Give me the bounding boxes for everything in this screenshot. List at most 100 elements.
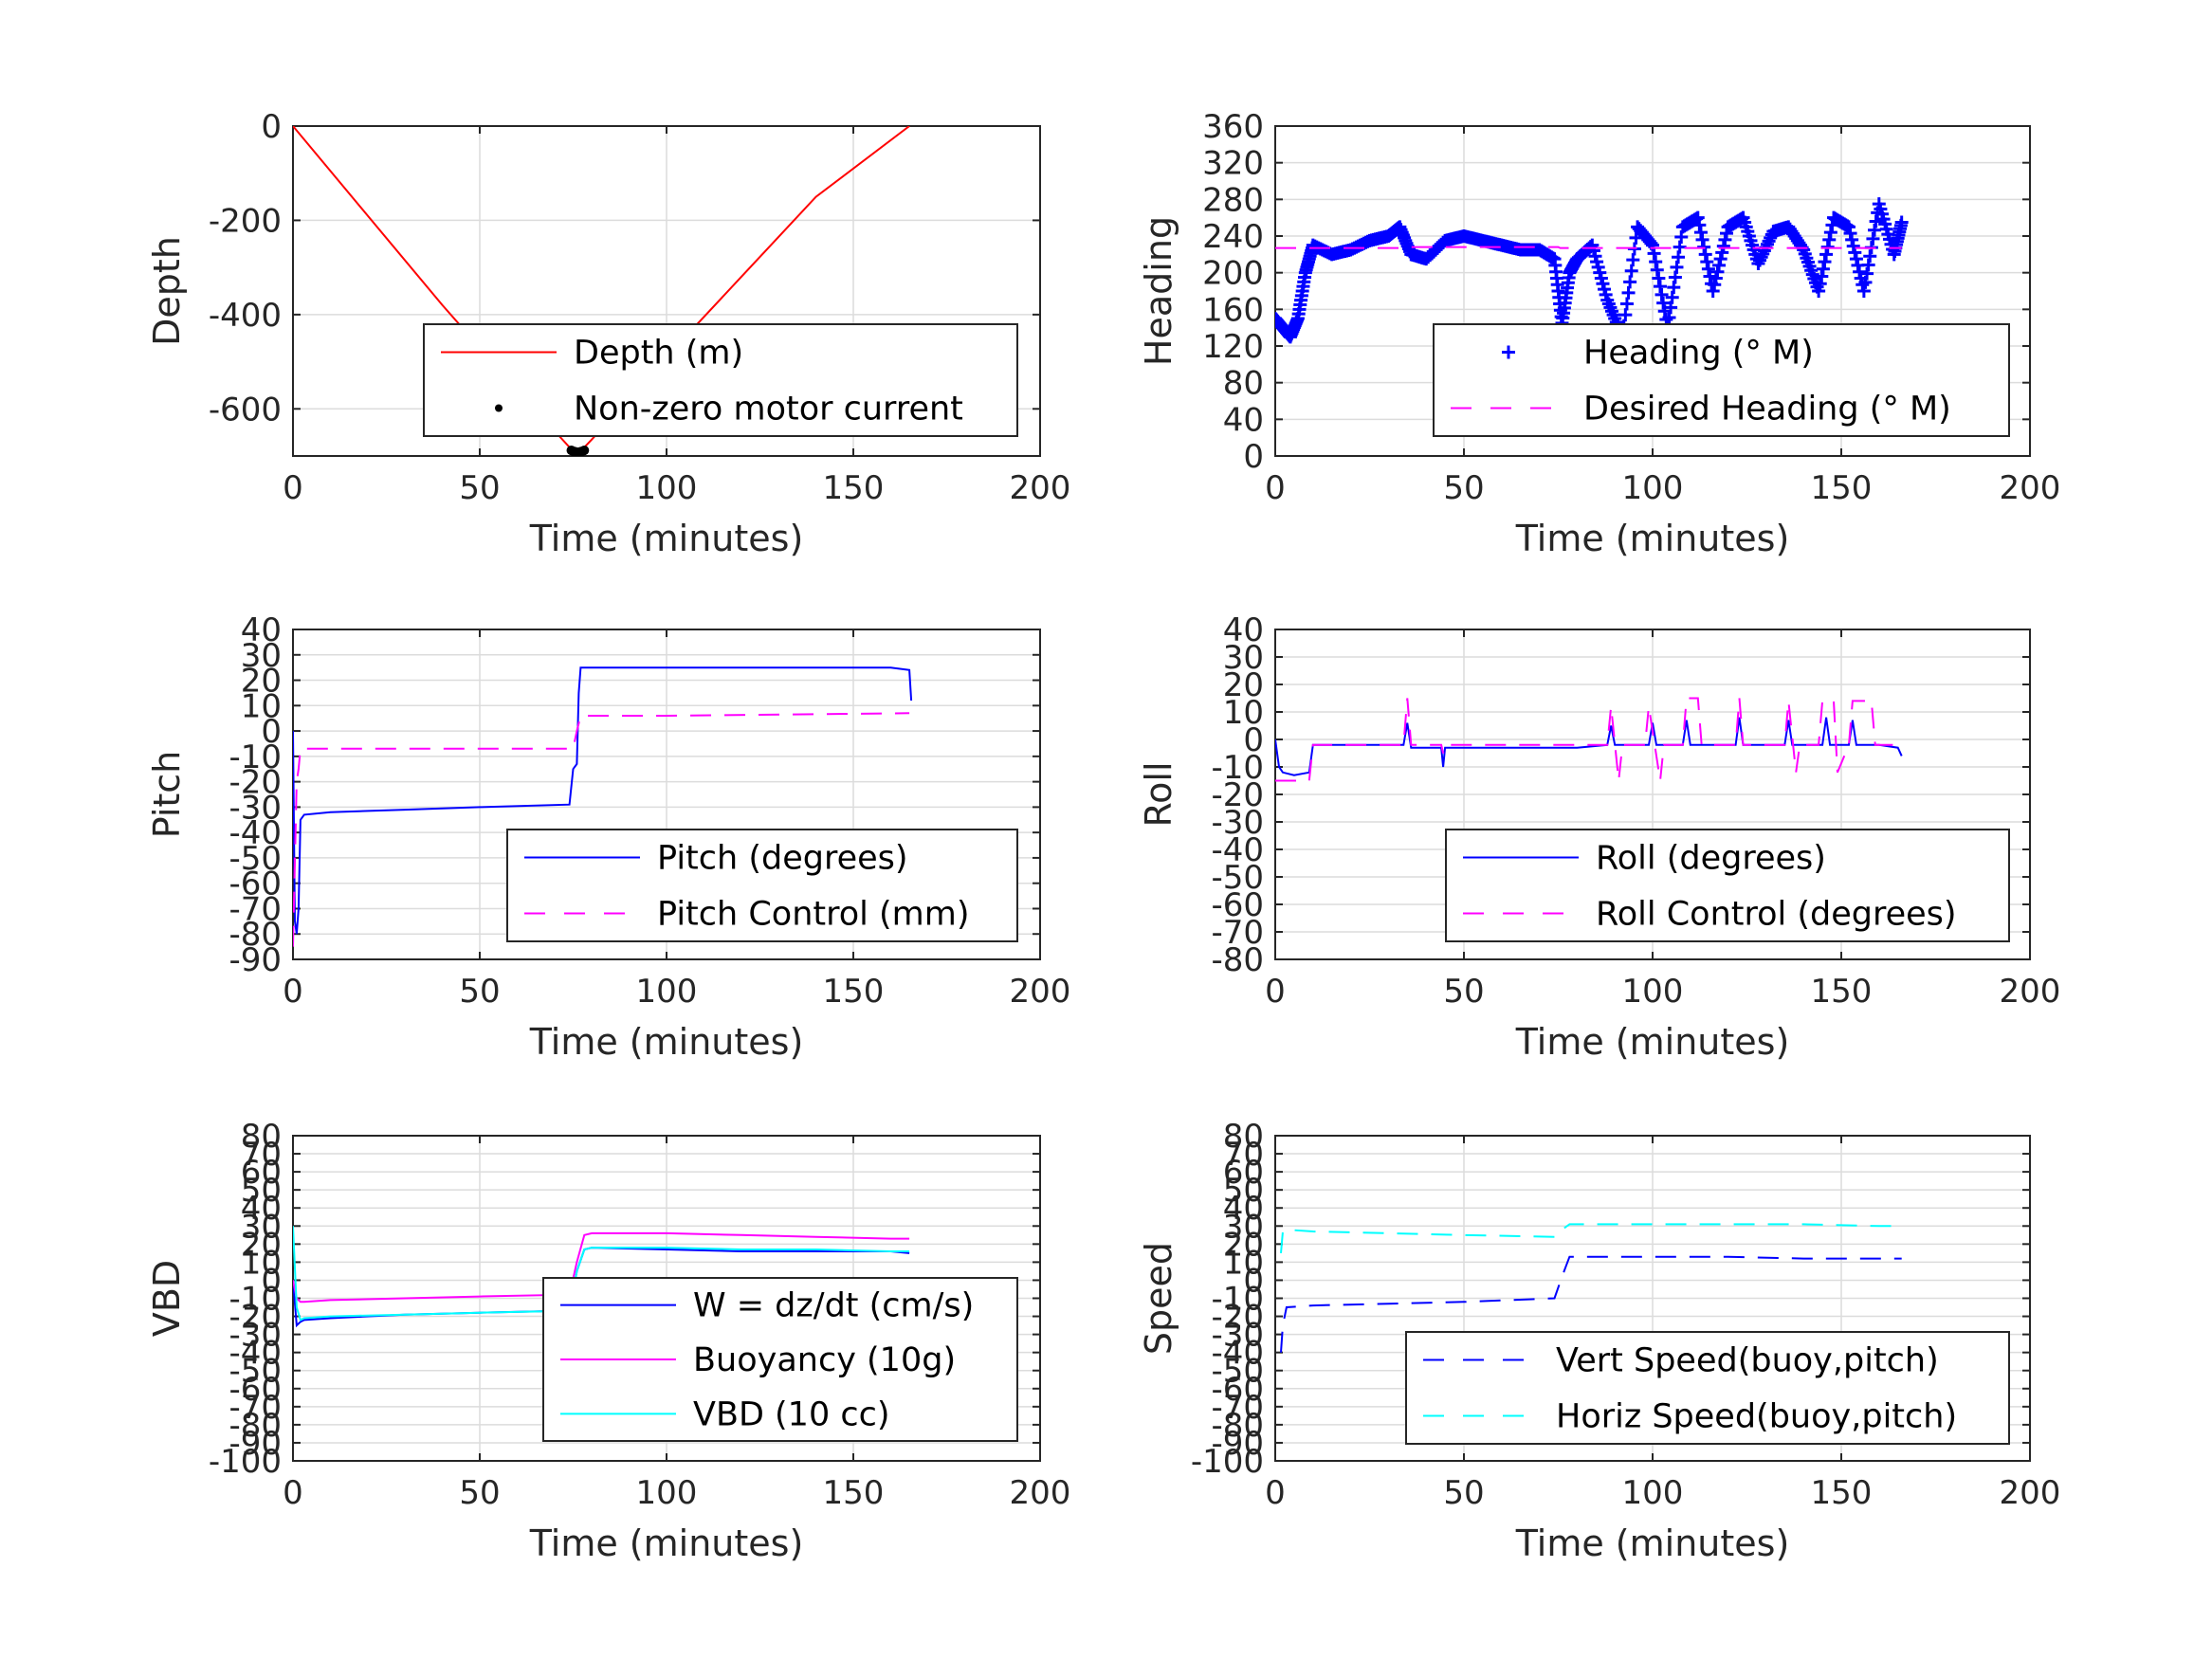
series-1-plus-marker <box>1653 280 1667 294</box>
legend-label: Desired Heading (° M) <box>1583 391 1951 428</box>
x-tick-label: 200 <box>2000 973 2061 1011</box>
y-tick-label: -90 <box>1211 1425 1264 1463</box>
y-tick-label: 10 <box>241 687 282 725</box>
series-2-line <box>1280 1223 1902 1253</box>
series-1-plus-marker <box>1868 223 1882 237</box>
x-tick-label: 50 <box>459 973 500 1011</box>
legend-box <box>423 323 1018 437</box>
y-tick-label: 0 <box>1243 1262 1264 1300</box>
x-tick-label: 100 <box>1622 1474 1684 1512</box>
series-1-plus-marker <box>1861 258 1875 272</box>
series-2-line <box>1275 697 1898 782</box>
series-1-plus-marker <box>1662 311 1676 325</box>
series-1-plus-marker <box>1708 278 1722 292</box>
y-axis-label: Roll <box>1138 761 1179 827</box>
legend-label: W = dz/dt (cm/s) <box>693 1287 974 1325</box>
series-1-plus-marker <box>1816 262 1830 276</box>
y-tick-label: -90 <box>229 941 282 979</box>
x-tick-label: 150 <box>823 973 885 1011</box>
series-1-plus-marker <box>1843 227 1857 241</box>
legend-swatch-plus <box>1502 345 1515 359</box>
y-tick-label: -100 <box>209 1443 282 1481</box>
y-tick-label: -60 <box>1211 1371 1264 1409</box>
legend-label: Pitch Control (mm) <box>657 896 969 934</box>
legend-box <box>1405 1331 2010 1445</box>
y-tick-label: 30 <box>1223 639 1264 677</box>
x-tick-label: 100 <box>636 973 698 1011</box>
y-tick-label: -80 <box>1211 1407 1264 1445</box>
y-tick-label: -40 <box>229 1335 282 1373</box>
series-1-plus-marker <box>1812 284 1826 298</box>
series-1-plus-marker <box>1819 247 1834 262</box>
y-tick-label: 70 <box>1223 1136 1264 1174</box>
series-2-line <box>293 712 910 947</box>
y-tick-label: 0 <box>261 1262 282 1300</box>
y-tick-label: 30 <box>1223 1208 1264 1246</box>
y-tick-label: 40 <box>1223 611 1264 649</box>
series-1-plus-marker <box>1667 281 1681 295</box>
x-tick-label: 100 <box>636 1474 698 1512</box>
plot-area <box>1280 1223 1902 1353</box>
series-1-plus-marker <box>1718 232 1732 246</box>
x-tick-label: 0 <box>283 1474 303 1512</box>
y-tick-label: -80 <box>229 1407 282 1445</box>
series-2-markers <box>566 446 590 456</box>
series-1-plus-marker <box>1691 210 1705 225</box>
plot-area <box>1275 697 1903 782</box>
series-1-plus-marker <box>1866 231 1880 246</box>
x-tick-label: 100 <box>1622 973 1684 1011</box>
x-axis-label: Time (minutes) <box>529 1021 804 1063</box>
y-tick-label: -10 <box>1211 1281 1264 1319</box>
series-1-plus-marker <box>1841 220 1856 234</box>
x-tick-label: 0 <box>283 973 303 1011</box>
series-1-plus-marker <box>1674 229 1689 244</box>
series-1-plus-marker <box>1853 264 1867 279</box>
y-tick-label: -20 <box>229 1299 282 1337</box>
y-tick-label: -60 <box>229 866 282 903</box>
series-1-plus-marker <box>1695 232 1709 246</box>
series-1-plus-marker <box>1649 255 1663 269</box>
series-1-plus-marker <box>1664 301 1678 315</box>
y-tick-label: 0 <box>1243 438 1264 476</box>
chart-panel-2: 0 50 100 150 20004080120160200240280320360Ti… <box>1138 108 2060 559</box>
y-tick-label: 70 <box>241 1136 282 1174</box>
legend-label: Non-zero motor current <box>574 391 963 428</box>
series-1-plus-marker <box>1815 269 1829 283</box>
y-tick-label: 10 <box>1223 1244 1264 1282</box>
legend-label: Heading (° M) <box>1583 335 1814 373</box>
y-axis-label: Depth <box>146 236 188 346</box>
y-tick-label: -80 <box>1211 941 1264 979</box>
x-tick-label: 200 <box>2000 1474 2061 1512</box>
legend-box <box>1433 323 2010 437</box>
x-tick-label: 0 <box>283 469 303 507</box>
x-tick-label: 150 <box>1811 1474 1873 1512</box>
y-tick-label: -10 <box>229 1281 282 1319</box>
series-1-plus-marker <box>1869 214 1883 228</box>
y-tick-label: 40 <box>241 611 282 649</box>
legend-box <box>1445 829 2010 942</box>
legend: Pitch (degrees) Pitch Control (mm) <box>506 829 1018 942</box>
x-tick-label: 50 <box>1443 469 1484 507</box>
chart-panel-6: 0 50 100 150 20080706050403020100-10-20-30-4… <box>1138 1118 2060 1564</box>
y-tick-label: 320 <box>1202 145 1264 183</box>
series-1-plus-marker <box>1823 226 1837 240</box>
x-tick-label: 0 <box>1265 1474 1286 1512</box>
series-1-plus-marker <box>1621 285 1636 300</box>
y-tick-label: -50 <box>1211 859 1264 897</box>
y-tick-label: -20 <box>229 764 282 802</box>
y-tick-label: 40 <box>1223 1190 1264 1228</box>
y-tick-label: -30 <box>1211 1317 1264 1355</box>
y-tick-label: -10 <box>229 738 282 776</box>
legend: Roll (degrees) Roll Control (degrees) <box>1445 829 2010 942</box>
series-1-plus-marker <box>1713 252 1728 266</box>
y-tick-label: -400 <box>209 297 282 335</box>
y-tick-label: 10 <box>241 1244 282 1282</box>
y-tick-label: -40 <box>229 814 282 852</box>
series-1-line <box>1275 717 1903 776</box>
x-tick-label: 200 <box>2000 469 2061 507</box>
y-tick-label: -100 <box>1191 1443 1264 1481</box>
y-tick-label: 0 <box>261 108 282 146</box>
x-tick-label: 50 <box>1443 973 1484 1011</box>
x-tick-label: 200 <box>1010 469 1071 507</box>
series-1-plus-marker <box>1619 297 1634 311</box>
